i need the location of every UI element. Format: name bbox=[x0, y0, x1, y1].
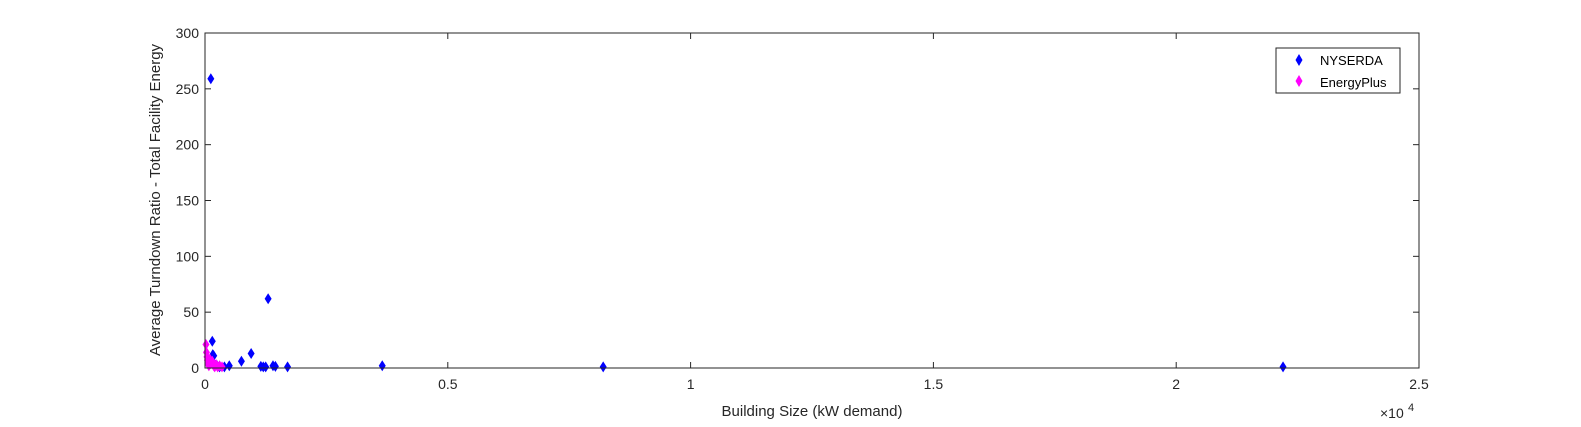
x-exponent-power: 4 bbox=[1408, 402, 1414, 414]
y-tick-label: 250 bbox=[176, 81, 200, 97]
data-point bbox=[237, 355, 245, 367]
data-point bbox=[247, 347, 255, 359]
data-point bbox=[207, 73, 215, 85]
legend-marker-energyplus bbox=[1295, 75, 1303, 87]
y-tick-label: 0 bbox=[191, 360, 199, 376]
series-nyserda bbox=[207, 73, 1287, 373]
x-tick-label: 1.5 bbox=[924, 376, 944, 392]
data-point bbox=[284, 361, 292, 373]
x-tick-label: 2 bbox=[1172, 376, 1180, 392]
x-tick-label: 0 bbox=[201, 376, 209, 392]
y-tick-label: 100 bbox=[176, 248, 200, 264]
y-tick-label: 300 bbox=[176, 25, 200, 41]
data-point bbox=[599, 361, 607, 373]
data-point bbox=[225, 360, 233, 372]
x-tick-label: 2.5 bbox=[1409, 376, 1429, 392]
data-point bbox=[271, 360, 279, 372]
legend-label-nyserda: NYSERDA bbox=[1320, 53, 1383, 68]
data-point bbox=[264, 293, 272, 305]
legend-box bbox=[1275, 47, 1401, 94]
axis-ticks: 0 0.5 1 1.5 2 2.5 0 50 100 150 200 250 300 bbox=[176, 25, 1429, 392]
y-tick-label: 50 bbox=[183, 304, 199, 320]
data-point bbox=[262, 361, 270, 373]
legend-label-energyplus: EnergyPlus bbox=[1320, 75, 1387, 90]
y-axis-label: Average Turndown Ratio - Total Facility … bbox=[147, 43, 164, 356]
data-points bbox=[202, 73, 1287, 373]
x-exponent-base: ×10 bbox=[1380, 405, 1404, 421]
y-tick-label: 150 bbox=[176, 193, 200, 209]
legend: NYSERDA EnergyPlus bbox=[1275, 47, 1401, 94]
data-point bbox=[378, 360, 386, 372]
data-point bbox=[208, 335, 216, 347]
data-point bbox=[1279, 361, 1287, 373]
plot-area bbox=[204, 32, 1420, 369]
x-tick-label: 1 bbox=[687, 376, 695, 392]
y-tick-label: 200 bbox=[176, 137, 200, 153]
x-exponent-label: ×10 4 bbox=[1380, 402, 1414, 421]
x-tick-label: 0.5 bbox=[438, 376, 458, 392]
x-axis-label: Building Size (kW demand) bbox=[722, 403, 903, 420]
data-point bbox=[202, 339, 210, 351]
legend-marker-nyserda bbox=[1295, 54, 1303, 66]
data-point bbox=[218, 361, 226, 373]
